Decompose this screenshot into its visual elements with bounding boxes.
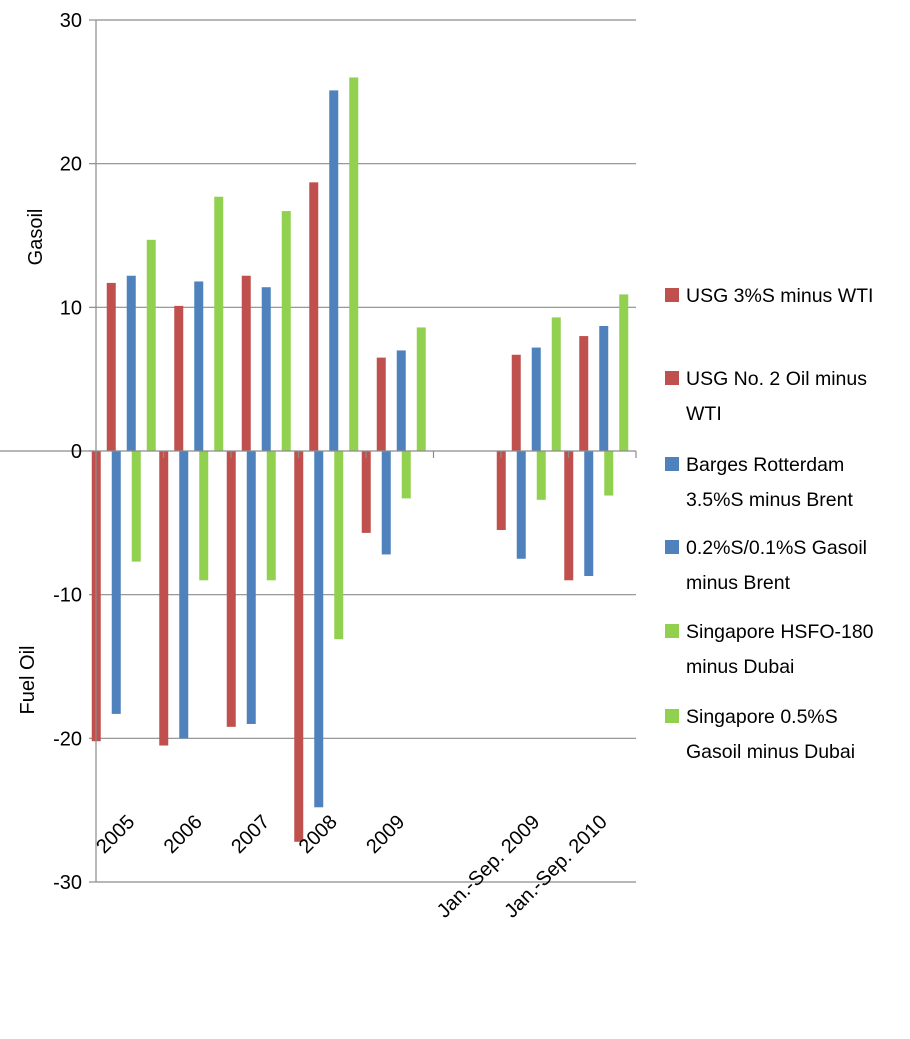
bar [564,451,574,581]
bar [199,451,209,581]
legend-label: minus Brent [686,572,791,594]
bars [91,77,629,842]
bar [381,451,391,555]
legend-label: Singapore 0.5%S [686,706,838,728]
bar [579,336,589,451]
bar [396,350,406,451]
bar [241,275,251,451]
bar [294,451,304,842]
bar [496,451,506,531]
x-tick-labels: 2005 2006 2007 2008 2009 Jan.-Sep. 2009Jan.-S… [92,811,612,922]
y-axis-title-fuel-oil: Fuel Oil [17,646,39,715]
bar [416,327,426,451]
y-tick-labels: 30 20 10 0 -10 -20 -30 [53,10,82,894]
bar [246,451,256,724]
bar [106,282,116,451]
bar [584,451,594,576]
y-tick-label: 20 [60,154,82,176]
y-tick-label: 0 [71,441,82,463]
bar [126,275,136,451]
bar [194,281,204,451]
bar [536,451,546,500]
y-tick-label: -30 [53,872,82,894]
legend-swatch [665,709,679,723]
legend-label: Gasoil minus Dubai [686,741,855,763]
bar [159,451,169,746]
bar [309,182,319,452]
y-tick-label: 30 [60,10,82,32]
bar [511,354,521,451]
bar [361,451,371,533]
y-tick-label: -10 [53,585,82,607]
bar [266,451,276,581]
bar [376,357,386,451]
x-tick-label: 2006 [160,811,207,858]
y-tick-label: 10 [60,297,82,319]
legend-label: minus Dubai [686,656,794,678]
bar [281,211,291,451]
legend: USG 3%S minus WTI USG No. 2 Oil minus WTI B… [665,285,874,763]
legend-label: 0.2%S/0.1%S Gasoil [686,537,867,559]
y-tick-label: -20 [53,728,82,750]
bar [131,451,141,562]
bar [226,451,236,727]
bar [619,294,629,451]
bar [599,326,609,451]
bar [314,451,324,808]
legend-label: Barges Rotterdam [686,454,844,476]
x-tick-label: 2009 [362,811,409,858]
legend-swatch [665,371,679,385]
legend-label: USG No. 2 Oil minus [686,368,867,390]
bar [531,347,541,451]
legend-label: WTI [686,403,722,425]
legend-swatch [665,624,679,638]
bar [146,239,156,451]
axes [0,20,637,882]
legend-label: 3.5%S minus Brent [686,489,853,511]
legend-swatch [665,457,679,471]
legend-label: Singapore HSFO-180 [686,621,874,643]
bar [214,196,224,451]
bar [111,451,121,714]
bar [329,90,339,451]
gridlines [89,19,636,883]
bar [334,451,344,640]
bar [551,317,561,451]
x-tick-label: 2007 [227,811,274,858]
legend-swatch [665,288,679,302]
legend-label: USG 3%S minus WTI [686,285,873,307]
bar [349,77,359,451]
bar [401,451,411,499]
legend-swatch [665,540,679,554]
y-axis-title-gasoil: Gasoil [25,209,47,266]
x-tick-label: 2005 [92,811,139,858]
bar [179,451,189,739]
bar [174,305,184,451]
bar [516,451,526,559]
bar [261,287,271,451]
bar [604,451,614,496]
